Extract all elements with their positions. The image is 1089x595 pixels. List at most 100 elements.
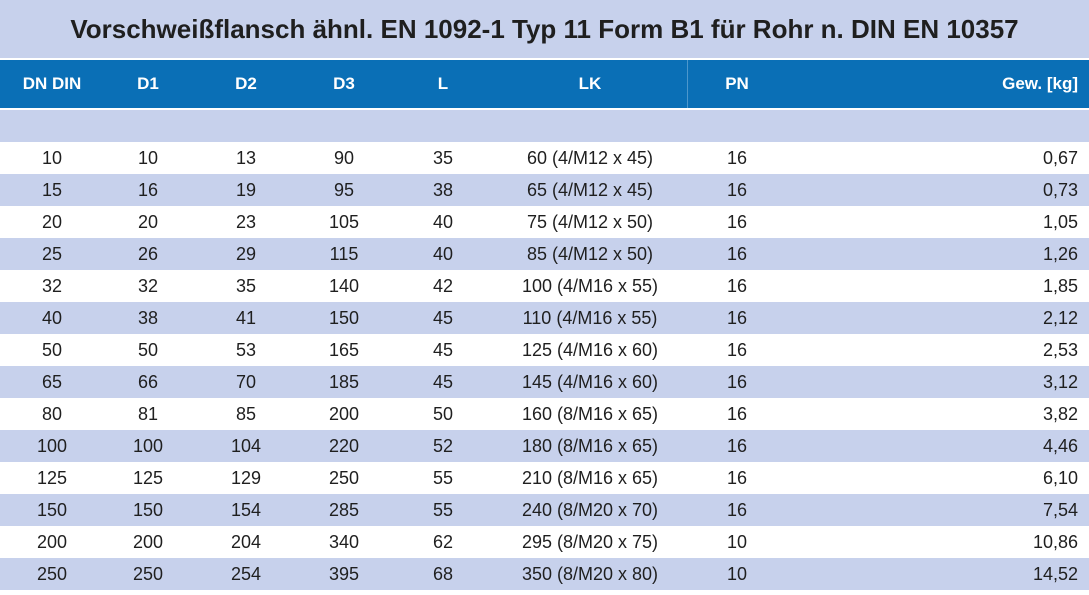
table-cell: 41: [235, 307, 257, 328]
table-cell: 200: [328, 403, 360, 424]
table-cell: 100: [132, 435, 164, 456]
table-row: [0, 430, 1089, 462]
table-cell: 70: [235, 371, 257, 392]
table-cell: 200: [132, 531, 164, 552]
table-cell: 10,86: [1032, 531, 1078, 552]
table-cell: 16: [726, 147, 748, 168]
header-cell: Gew. [kg]: [1002, 74, 1078, 93]
spacer-row: [0, 110, 1089, 142]
table-cell: 16: [726, 307, 748, 328]
table-cell: 105: [328, 211, 360, 232]
table-cell: 85 (4/M12 x 50): [526, 243, 654, 264]
table-cell: 40: [432, 211, 454, 232]
table-cell: 254: [230, 563, 262, 584]
table-cell: 6,10: [1042, 467, 1078, 488]
table-cell: 1,26: [1042, 243, 1078, 264]
table-cell: 3,12: [1042, 371, 1078, 392]
table-cell: 50: [432, 403, 454, 424]
table-cell: 80: [41, 403, 63, 424]
table-cell: 165: [328, 339, 360, 360]
table-cell: 100: [36, 435, 68, 456]
header-cell: D3: [333, 74, 355, 93]
table-cell: 66: [137, 371, 159, 392]
table-row: [0, 174, 1089, 206]
table-cell: 40: [432, 243, 454, 264]
table-cell: 16: [726, 179, 748, 200]
table-cell: 145 (4/M16 x 60): [521, 371, 659, 392]
table-cell: 16: [726, 499, 748, 520]
table-cell: 150: [132, 499, 164, 520]
table-cell: 42: [432, 275, 454, 296]
table-cell: 16: [726, 339, 748, 360]
table-cell: 16: [726, 211, 748, 232]
table-cell: 0,67: [1042, 147, 1078, 168]
table-cell: 16: [726, 467, 748, 488]
table-cell: 154: [230, 499, 262, 520]
table-row: [0, 270, 1089, 302]
table-cell: 65: [41, 371, 63, 392]
table-cell: 150: [36, 499, 68, 520]
table-cell: 204: [230, 531, 262, 552]
table-row: [0, 302, 1089, 334]
table-cell: 160 (8/M16 x 65): [521, 403, 659, 424]
table-row: [0, 526, 1089, 558]
table-cell: 32: [137, 275, 159, 296]
header-cell: L: [437, 74, 449, 93]
table-cell: 68: [432, 563, 454, 584]
table-cell: 100 (4/M16 x 55): [521, 275, 659, 296]
table-cell: 29: [235, 243, 257, 264]
table-cell: 38: [137, 307, 159, 328]
table-cell: 40: [41, 307, 63, 328]
table-cell: 250: [328, 467, 360, 488]
table-cell: 240 (8/M20 x 70): [521, 499, 659, 520]
table-row: [0, 398, 1089, 430]
table-cell: 180 (8/M16 x 65): [521, 435, 659, 456]
table-cell: 285: [328, 499, 360, 520]
table-cell: 200: [36, 531, 68, 552]
table-cell: 250: [36, 563, 68, 584]
table-cell: 75 (4/M12 x 50): [526, 211, 654, 232]
table-cell: 35: [235, 275, 257, 296]
table-title: Vorschweißflansch ähnl. EN 1092-1 Typ 11…: [0, 0, 1089, 58]
table-cell: 129: [230, 467, 262, 488]
table-cell: 20: [41, 211, 63, 232]
table-cell: 125: [132, 467, 164, 488]
table-cell: 19: [235, 179, 257, 200]
table-cell: 10: [41, 147, 63, 168]
table-cell: 140: [328, 275, 360, 296]
table-cell: 16: [726, 403, 748, 424]
table-cell: 1,85: [1042, 275, 1078, 296]
table-cell: 125 (4/M16 x 60): [521, 339, 659, 360]
header-cell: PN: [725, 74, 749, 93]
table-cell: 62: [432, 531, 454, 552]
table-cell: 104: [230, 435, 262, 456]
header-row: [0, 60, 1089, 108]
table-cell: 53: [235, 339, 257, 360]
table-row: [0, 494, 1089, 526]
table-cell: 115: [329, 243, 359, 264]
table-cell: 210 (8/M16 x 65): [521, 467, 659, 488]
table-row: [0, 462, 1089, 494]
table-cell: 23: [235, 211, 257, 232]
table-cell: 220: [328, 435, 360, 456]
table-cell: 45: [432, 371, 454, 392]
table-cell: 10: [726, 563, 748, 584]
table-row: [0, 334, 1089, 366]
table-cell: 50: [137, 339, 159, 360]
header-cell: LK: [578, 74, 602, 93]
table-cell: 395: [328, 563, 360, 584]
table-cell: 52: [432, 435, 454, 456]
table-cell: 110 (4/M16 x 55): [522, 307, 658, 328]
table-cell: 1,05: [1042, 211, 1078, 232]
table-cell: 55: [432, 499, 454, 520]
header-separator: [687, 60, 688, 108]
table-cell: 7,54: [1042, 499, 1078, 520]
table-cell: 250: [132, 563, 164, 584]
table-row: [0, 142, 1089, 174]
table-cell: 45: [432, 339, 454, 360]
table-cell: 16: [726, 435, 748, 456]
table-cell: 60 (4/M12 x 45): [526, 147, 654, 168]
table-cell: 50: [41, 339, 63, 360]
table-cell: 20: [137, 211, 159, 232]
